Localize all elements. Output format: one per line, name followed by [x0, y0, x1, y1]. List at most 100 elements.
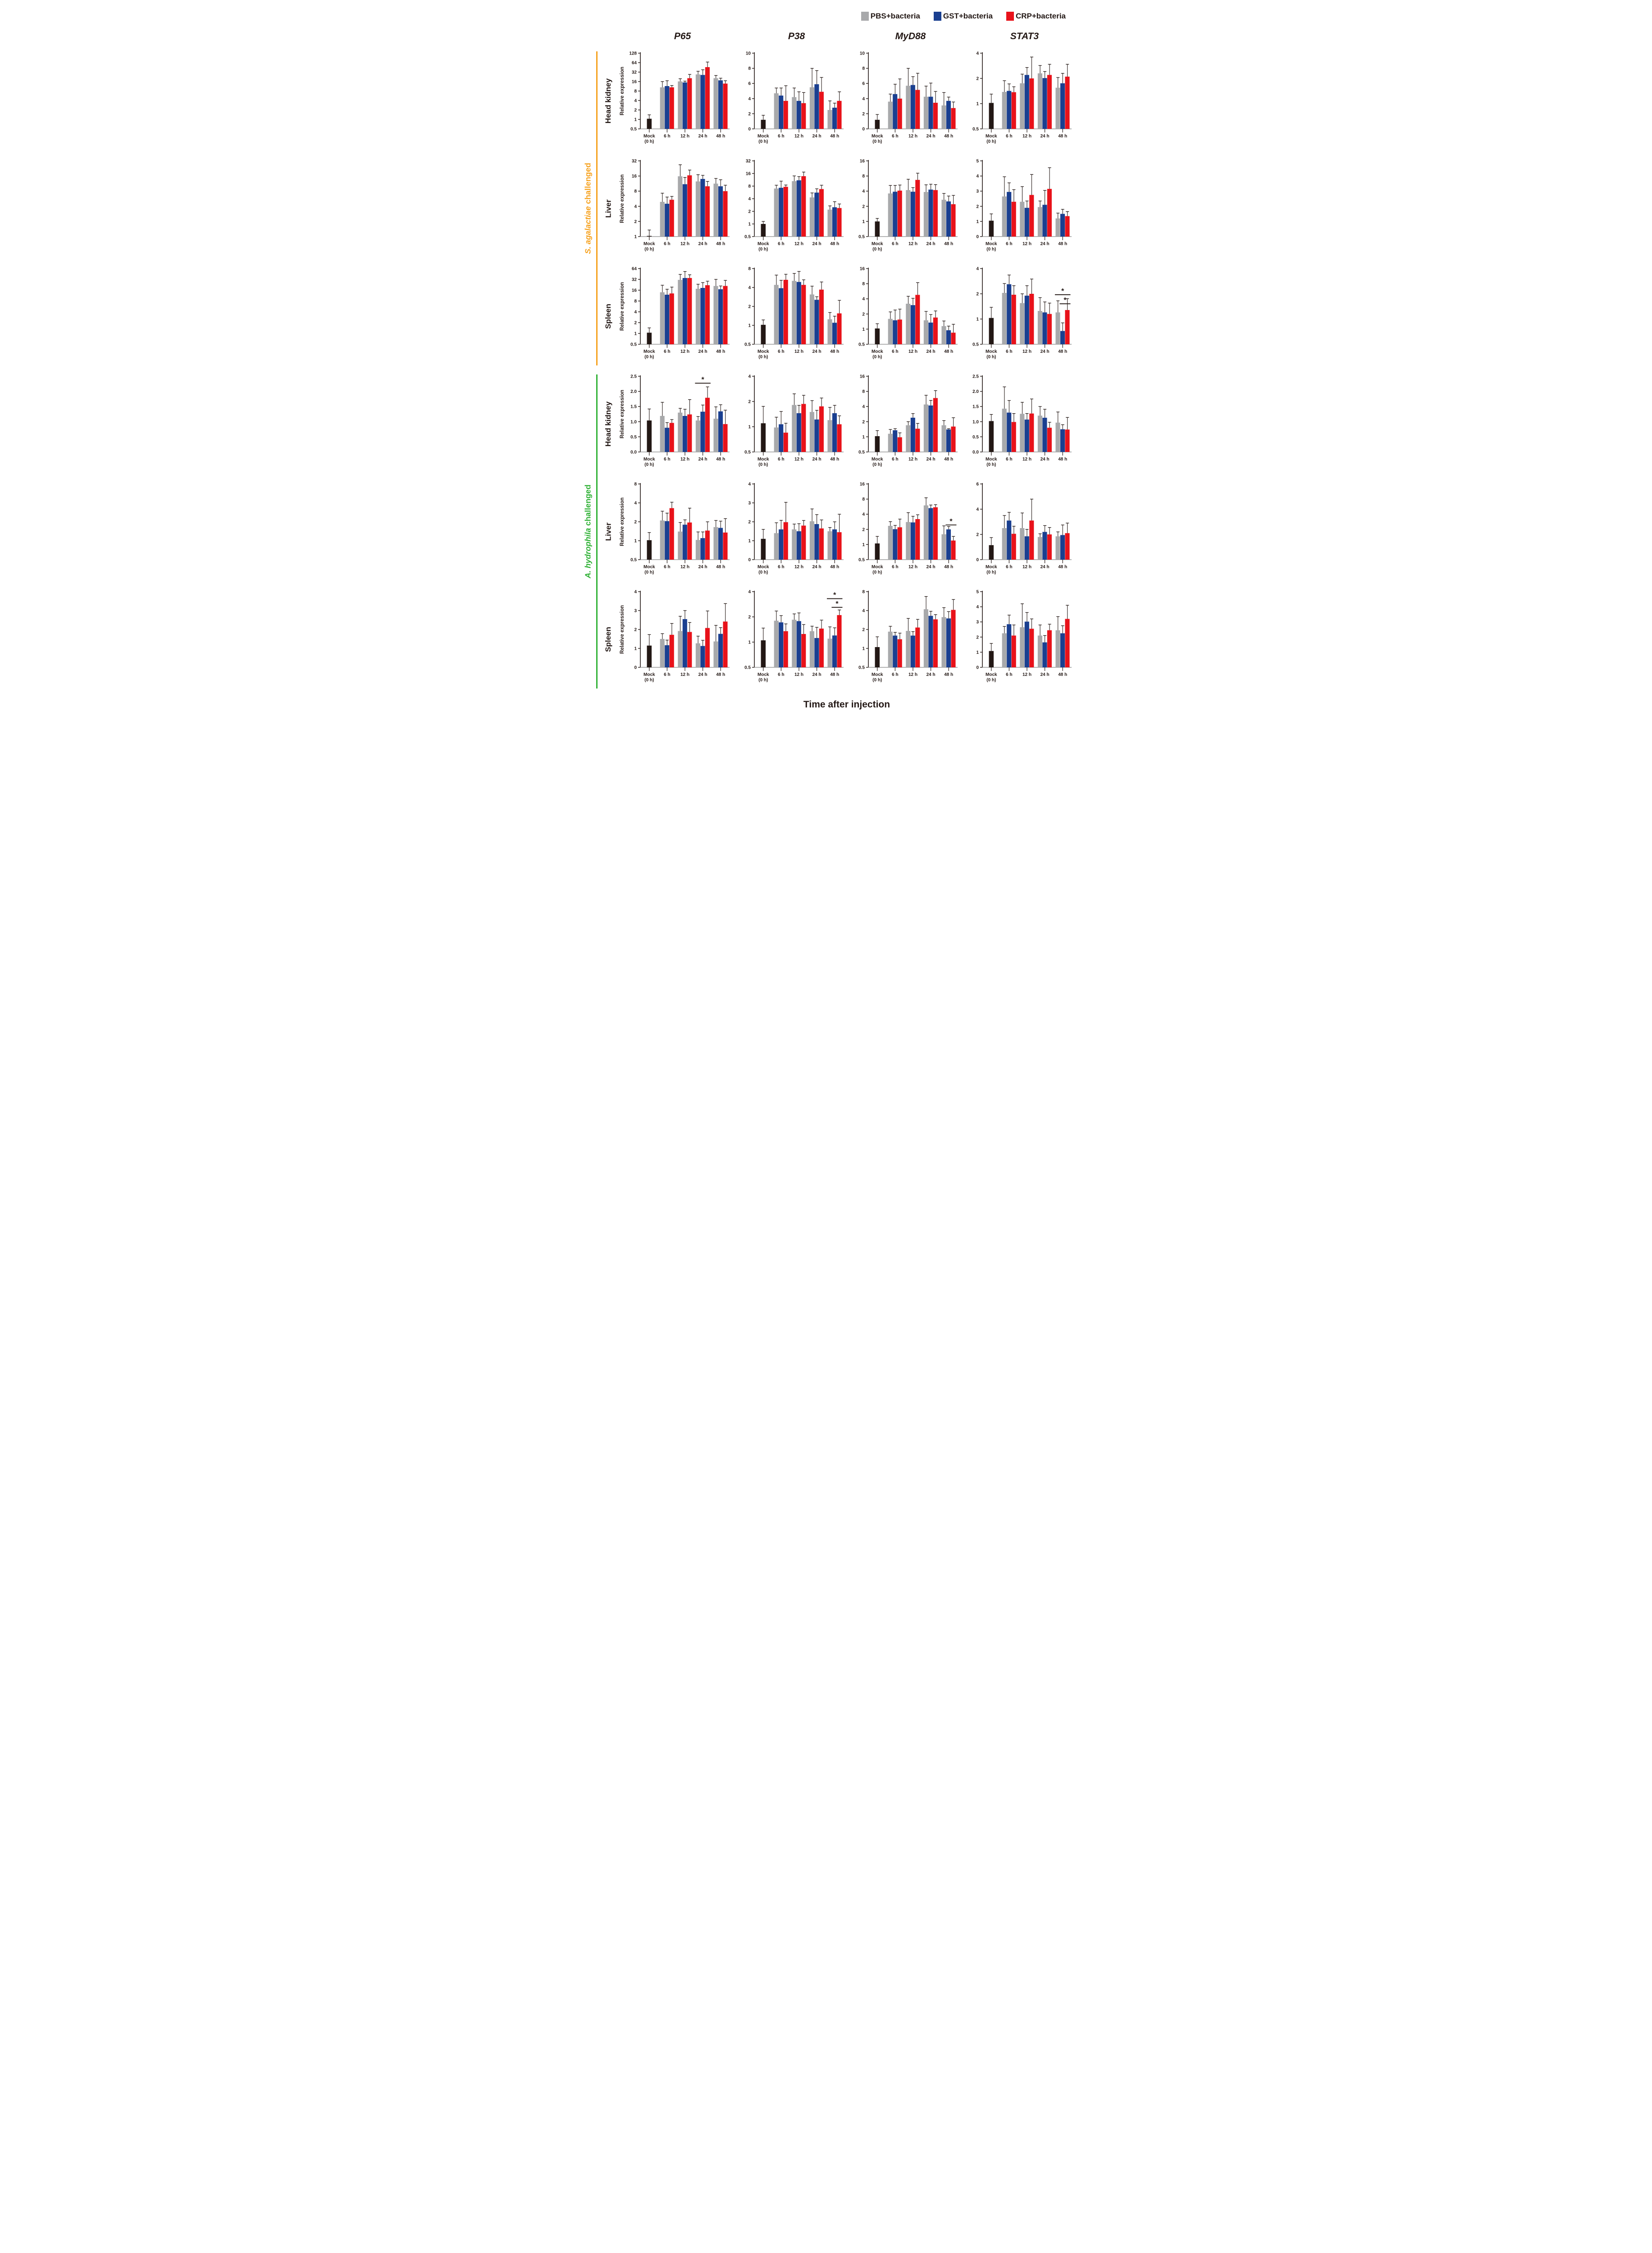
- bar-gst: [665, 645, 670, 667]
- bar-pbs: [1002, 91, 1007, 129]
- y-tick-label: 1: [748, 539, 751, 544]
- chart-p38-head-kidney-sa: 0 2 4 6 8 10 Mock (0 h) 6 h 12 h 24 h 48 h: [733, 47, 847, 155]
- chart-canvas: 0.5 1 2 4 Mock(0 h) 6 h 12 h 24 h 48 h: [744, 374, 844, 467]
- bar-crp: [933, 317, 938, 344]
- bar-gst: [682, 278, 687, 344]
- y-tick-label: 16: [632, 80, 637, 85]
- y-tick-label: 0.5: [744, 235, 751, 240]
- bar-gst: [814, 300, 819, 344]
- x-tick-label: 12 h: [1022, 672, 1031, 677]
- x-tick-label: 12 h: [680, 672, 689, 677]
- y-tick-label: 3: [976, 620, 979, 625]
- bar-crp: [723, 532, 728, 560]
- y-axis-label: Relative expression: [620, 605, 625, 654]
- bar-pbs: [888, 525, 893, 560]
- y-tick-label: 1: [634, 118, 637, 123]
- bar-crp: [1011, 635, 1016, 667]
- x-tick-label: 6 h: [1006, 349, 1012, 354]
- bar-crp: [801, 525, 806, 560]
- x-tick-label: 48 h: [944, 349, 953, 354]
- chart-p38-spleen-ah: 0.5 1 2 4 Mock (0 h) 6 h 12 h 24 h 48 h * *: [733, 585, 847, 693]
- y-tick-label: 0.5: [630, 558, 637, 563]
- chart-canvas: Relative expression 0.0 0.5 1.0 1.5 2.0 2.5 Moc…: [620, 374, 730, 467]
- bar-gst: [700, 538, 705, 560]
- y-tick-label: 4: [634, 590, 637, 595]
- bar-crp: [933, 619, 938, 667]
- chart-canvas: 0 2 4 6 8 10 Mock(0 h) 6 h 12 h 24 h 48 h: [746, 51, 844, 144]
- x-tick-label: 24 h: [926, 349, 936, 354]
- y-tick-label: 10: [860, 51, 865, 56]
- bar-pbs: [906, 522, 911, 560]
- significance-asterisk: *: [1063, 296, 1067, 304]
- x-tick-label: Mock: [758, 134, 769, 139]
- y-tick-label: 16: [632, 288, 637, 293]
- bar-gst: [665, 86, 670, 129]
- y-tick-label: 0.5: [858, 450, 865, 455]
- chart-canvas: 0 1 2 3 4 5 Mock(0 h) 6 h 12 h 24 h 48 h: [976, 590, 1072, 683]
- y-tick-label: 16: [632, 174, 637, 179]
- x-tick-label: 6 h: [892, 134, 898, 139]
- bar-crp: [951, 108, 956, 129]
- x-tick-label: 6 h: [778, 134, 784, 139]
- y-tick-label: 0.5: [858, 558, 865, 563]
- bar-gst: [682, 416, 687, 452]
- x-tick-label: Mock: [986, 349, 997, 354]
- x-tick-label: 24 h: [698, 242, 707, 246]
- bar-crp: [819, 406, 824, 452]
- bar-pbs: [792, 529, 797, 560]
- y-tick-label: 0: [976, 558, 979, 563]
- bar-pbs: [678, 280, 683, 344]
- group-divider-line-orange: [596, 51, 598, 365]
- y-tick-label: 2: [862, 112, 865, 117]
- bar-pbs: [888, 319, 893, 344]
- x-axis-title: Time after injection: [803, 699, 890, 710]
- y-tick-label: 1.0: [630, 420, 637, 424]
- bar-gst: [946, 429, 951, 452]
- bar-gst: [1042, 205, 1047, 237]
- bar-crp: [951, 426, 956, 452]
- x-tick-label: 24 h: [926, 134, 936, 139]
- bar-gst: [1024, 621, 1029, 667]
- x-tick-label: (0 h): [758, 139, 768, 144]
- y-tick-label: 2: [748, 112, 751, 117]
- chart-p65-spleen-ah: Relative expression 0 1 2 3 4 Mock (0 h) 6 h 12 h…: [619, 585, 733, 693]
- bar-crp: [837, 100, 842, 129]
- bar-crp: [933, 103, 938, 129]
- x-tick-label: (0 h): [872, 462, 882, 467]
- bar-gst: [893, 192, 898, 237]
- legend-label-pbs: PBS+bacteria: [870, 12, 920, 20]
- bar-gst: [928, 508, 933, 560]
- x-tick-label: 6 h: [892, 349, 898, 354]
- bar-crp: [1011, 534, 1016, 560]
- bar-pbs: [827, 110, 832, 129]
- y-tick-label: 2: [748, 520, 751, 525]
- x-tick-label: 12 h: [794, 349, 803, 354]
- bar-pbs: [660, 416, 665, 452]
- chart-canvas: Relative expression 0.5 1 2 4 8 16 32 64 Mock(0 h…: [620, 267, 730, 360]
- y-tick-label: 2.0: [630, 389, 637, 394]
- x-tick-label: 6 h: [664, 672, 670, 677]
- bar-gst: [1007, 624, 1012, 667]
- bar-gst: [779, 288, 784, 344]
- bar-pbs: [792, 181, 797, 237]
- bar-gst: [1060, 535, 1065, 560]
- chart-canvas: 0.5 1 2 4 8 16 Mock(0 h) 6 h 12 h 24 h 48 h: [858, 374, 958, 467]
- bar-pbs: [695, 540, 700, 560]
- bar-gst: [1007, 412, 1012, 452]
- y-tick-label: 0.5: [630, 435, 637, 440]
- bar-gst: [832, 529, 837, 560]
- bar-mock: [989, 220, 994, 237]
- x-tick-label: Mock: [986, 457, 997, 462]
- y-tick-label: 4: [634, 99, 637, 104]
- bar-pbs: [1037, 73, 1042, 129]
- bar-pbs: [695, 74, 700, 129]
- x-tick-label: 6 h: [1006, 242, 1012, 246]
- bar-crp: [1047, 534, 1052, 560]
- x-tick-label: (0 h): [644, 570, 654, 575]
- bar-gst: [682, 82, 687, 129]
- x-tick-label: (0 h): [986, 570, 996, 575]
- bar-pbs: [1055, 422, 1060, 452]
- y-tick-label: 1: [862, 435, 865, 440]
- pbs-color-swatch: [861, 12, 869, 21]
- bar-mock: [989, 103, 994, 129]
